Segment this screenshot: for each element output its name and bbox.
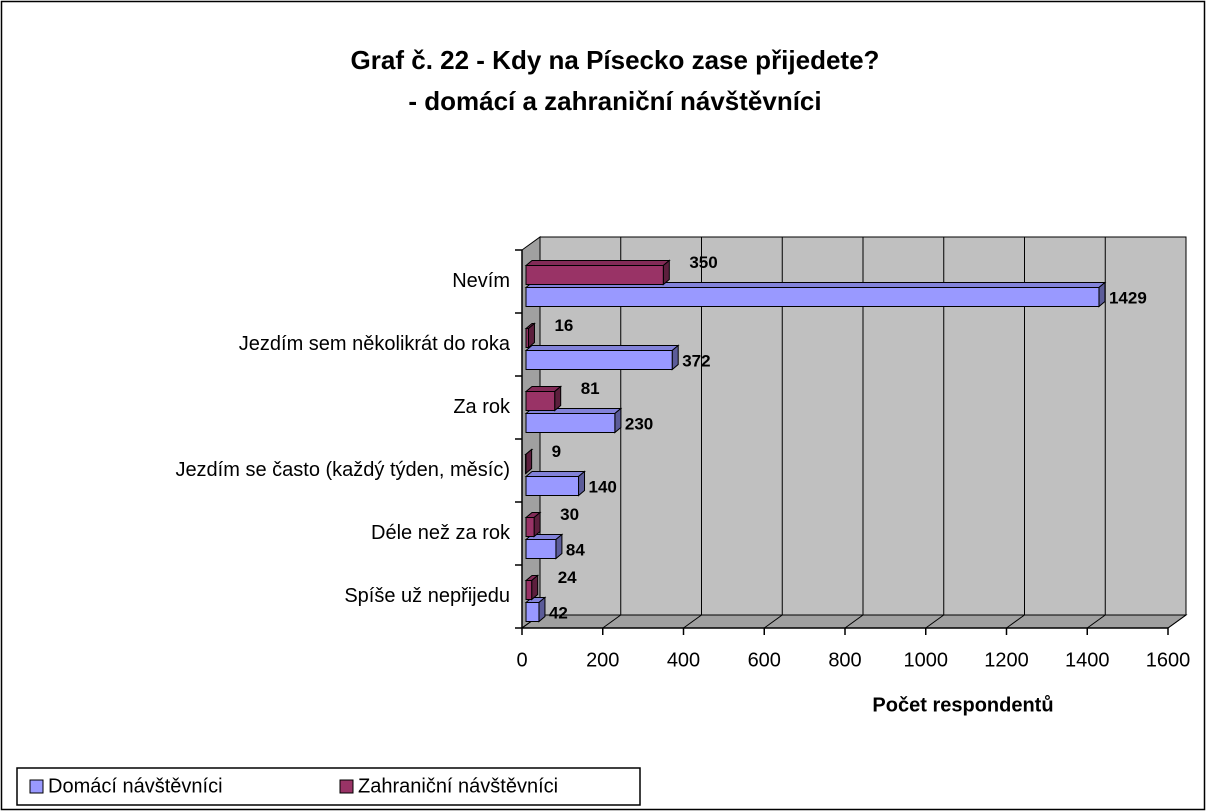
data-label: 42	[549, 603, 568, 622]
x-tick-label: 1400	[1065, 649, 1110, 671]
data-label: 350	[689, 253, 717, 272]
data-label: 9	[552, 442, 561, 461]
bar-face	[1098, 281, 1106, 308]
data-label: 81	[581, 379, 600, 398]
grid-line	[602, 614, 622, 629]
bar-face	[525, 413, 616, 433]
bar	[524, 407, 623, 434]
data-label: 230	[625, 414, 653, 433]
data-label: 30	[560, 505, 579, 524]
bar-face	[554, 385, 562, 412]
chart-title: Graf č. 22 - Kdy na Písecko zase přijede…	[351, 45, 880, 75]
data-label: 140	[589, 477, 617, 496]
y-tick-label: Jezdím sem několikrát do roka	[239, 333, 511, 355]
data-label: 372	[682, 351, 710, 370]
bar-face	[533, 511, 541, 538]
grid-line	[1006, 614, 1025, 629]
bar-face	[525, 476, 580, 496]
grid-line	[1167, 614, 1187, 629]
bar-face	[524, 471, 586, 477]
bar-face	[555, 533, 563, 560]
bar-face	[525, 448, 533, 475]
bar-face	[538, 596, 546, 623]
bar-face	[525, 580, 533, 600]
data-label: 24	[558, 568, 577, 587]
bar	[524, 511, 542, 538]
bar	[524, 385, 563, 412]
bar	[524, 448, 534, 475]
x-tick-label: 1200	[984, 649, 1029, 671]
bar	[524, 596, 547, 623]
bar	[524, 574, 540, 601]
legend-swatch	[339, 779, 354, 794]
bar-face	[524, 260, 671, 266]
data-label: 1429	[1109, 288, 1147, 307]
x-axis-title: Počet respondentů	[872, 694, 1053, 716]
x-tick-label: 0	[516, 649, 527, 671]
legend-label: Zahraniční návštěvníci	[358, 775, 558, 797]
x-tick-label: 800	[828, 649, 861, 671]
bar-face	[614, 407, 622, 434]
bar	[524, 259, 671, 286]
x-tick-label: 1000	[904, 649, 949, 671]
grid-line	[844, 614, 864, 629]
bar-face	[525, 328, 529, 348]
data-label: 16	[554, 316, 573, 335]
y-tick-label: Za rok	[453, 396, 511, 418]
bar-face	[531, 574, 539, 601]
chart-subtitle: - domácí a zahraniční návštěvníci	[408, 86, 821, 116]
y-tick-label: Spíše už nepřijedu	[344, 585, 510, 607]
bar-face	[525, 539, 557, 559]
x-tick-label: 600	[748, 649, 781, 671]
bar-face	[662, 259, 670, 286]
bar-face	[524, 345, 680, 351]
legend-swatch	[29, 779, 44, 794]
grid-line	[683, 614, 702, 629]
bar	[524, 322, 536, 349]
bar-face	[525, 265, 664, 285]
grid-line	[763, 614, 783, 629]
bar-face	[671, 344, 679, 371]
bar	[524, 344, 680, 371]
bar-face	[525, 602, 540, 622]
bar-face	[525, 350, 673, 370]
bar-face	[525, 517, 535, 537]
bar-face	[525, 391, 556, 411]
y-tick-label: Déle než za rok	[371, 522, 511, 544]
grid-line	[925, 614, 945, 629]
y-tick-label: Jezdím se často (každý týden, měsíc)	[175, 459, 510, 481]
data-label: 84	[566, 540, 585, 559]
x-tick-label: 400	[667, 649, 700, 671]
legend-label: Domácí návštěvníci	[48, 775, 223, 797]
bar	[524, 533, 564, 560]
bar-face	[578, 470, 586, 497]
bar	[524, 281, 1107, 308]
x-tick-label: 200	[586, 649, 619, 671]
legend-box	[16, 767, 641, 806]
x-tick-label: 1600	[1146, 649, 1191, 671]
grid-line	[1086, 614, 1106, 629]
bar-face	[527, 322, 535, 349]
y-tick-label: Nevím	[452, 270, 510, 292]
bar-face	[525, 287, 1100, 307]
bar	[524, 470, 586, 497]
